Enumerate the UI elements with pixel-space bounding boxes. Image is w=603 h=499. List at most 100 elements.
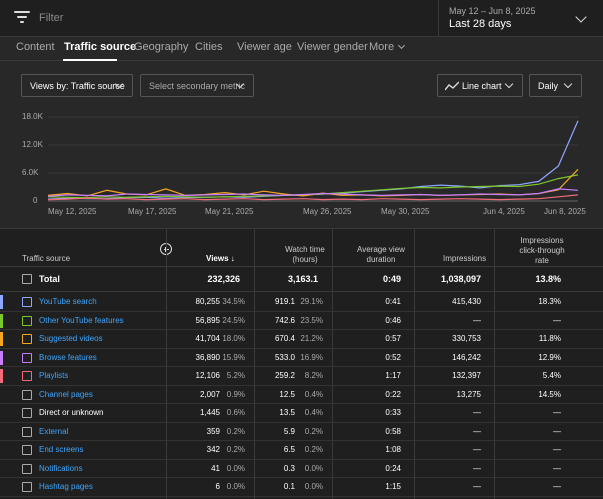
row-impressions: — <box>473 463 481 473</box>
row-source-name[interactable]: Other YouTube features <box>39 315 124 325</box>
col-header-watch-time[interactable]: Watch time (hours) <box>258 245 352 265</box>
table-row[interactable]: End screens 342 0.2% 6.5 0.2% 1:08 — — <box>0 441 603 460</box>
row-source-name[interactable]: YouTube search <box>39 297 97 306</box>
row-views-pct: 0.9% <box>226 389 245 399</box>
row-watch-time-pct: 0.2% <box>304 445 323 454</box>
sort-down-icon: ↓ <box>230 254 235 263</box>
row-views: 359 <box>206 426 220 436</box>
row-ctr: — <box>553 315 561 325</box>
col-header-views[interactable]: Views ↓ <box>206 254 235 264</box>
row-views-pct: 34.5% <box>222 297 245 306</box>
total-avd: 0:49 <box>382 274 401 284</box>
row-checkbox[interactable] <box>22 463 32 474</box>
row-avd: 1:17 <box>385 371 401 380</box>
row-checkbox[interactable] <box>22 334 32 344</box>
row-watch-time: 12.5 <box>279 389 295 399</box>
interval-label: Daily <box>538 81 559 91</box>
row-source-name: Direct or unknown <box>39 408 104 417</box>
row-checkbox[interactable] <box>22 408 32 418</box>
row-checkbox[interactable] <box>22 482 32 492</box>
col-header-views-label: Views <box>206 254 229 263</box>
table-row[interactable]: Other YouTube features 56,895 24.5% 742.6 23… <box>0 312 603 330</box>
col-header-watch-time-line1: Watch time <box>285 245 325 254</box>
table-row[interactable]: Playlists 12,106 5.2% 259.2 8.2% 1:17 132,397 5… <box>0 367 603 386</box>
row-source-name[interactable]: Suggested videos <box>39 334 103 343</box>
row-impressions: — <box>473 315 481 325</box>
row-source-name[interactable]: External <box>39 426 69 436</box>
row-source-name[interactable]: Channel pages <box>39 389 93 399</box>
row-avd: 0:22 <box>385 389 401 399</box>
col-header-ctr-line2: click-through <box>519 246 565 255</box>
x-tick-label: May 21, 2025 <box>205 207 254 216</box>
interval-dropdown[interactable]: Daily <box>529 74 582 97</box>
row-impressions: — <box>473 482 481 491</box>
row-watch-time: 259.2 <box>274 371 295 380</box>
col-header-impressions[interactable]: Impressions <box>443 254 487 263</box>
tab-traffic-source[interactable]: Traffic source <box>64 41 137 53</box>
traffic-source-table: Traffic source Views ↓ Watch time (hours)… <box>0 228 603 499</box>
row-watch-time: 670.4 <box>274 334 295 343</box>
row-source-name[interactable]: Browse features <box>39 352 97 362</box>
date-range-picker[interactable]: May 12 – Jun 8, 2025 Last 28 days <box>438 0 603 37</box>
row-impressions: — <box>473 408 481 417</box>
row-ctr: — <box>553 482 561 491</box>
row-watch-time-pct: 8.2% <box>304 371 323 380</box>
col-header-ctr-line1: Impressions <box>520 236 564 245</box>
filter-input[interactable]: Filter <box>39 12 64 24</box>
row-ctr: 14.5% <box>538 389 561 399</box>
tab-bar: Content Traffic source Geography Cities … <box>0 37 603 61</box>
row-source-name: Total <box>39 274 60 284</box>
row-source-name[interactable]: End screens <box>39 445 84 454</box>
filter-icon[interactable] <box>14 11 30 25</box>
table-row[interactable]: Hashtag pages 6 0.0% 0.1 0.0% 1:15 — — <box>0 478 603 497</box>
row-checkbox[interactable] <box>22 274 32 284</box>
table-row[interactable]: Channel pages 2,007 0.9% 12.5 0.4% 0:22 13,275… <box>0 386 603 404</box>
tab-viewer-age[interactable]: Viewer age <box>237 41 292 53</box>
total-views: 232,326 <box>207 274 240 284</box>
row-impressions: 330,753 <box>452 334 481 343</box>
row-avd: 1:08 <box>385 445 401 454</box>
row-ctr: — <box>553 445 561 454</box>
tab-more[interactable]: More <box>369 41 406 53</box>
row-source-name[interactable]: Notifications <box>39 463 83 473</box>
tab-content[interactable]: Content <box>16 41 55 53</box>
row-source-name[interactable]: Hashtag pages <box>39 482 93 491</box>
table-row[interactable]: External 359 0.2% 5.9 0.2% 0:58 — — <box>0 423 603 441</box>
row-checkbox[interactable] <box>22 389 32 400</box>
table-row[interactable]: Suggested videos 41,704 18.0% 670.4 21.2% 0:5… <box>0 330 603 349</box>
row-checkbox[interactable] <box>22 315 32 326</box>
row-views: 1,445 <box>199 408 220 417</box>
row-source-name[interactable]: Playlists <box>39 371 69 380</box>
col-header-ctr[interactable]: Impressions click-through rate <box>507 236 577 266</box>
tab-cities[interactable]: Cities <box>195 41 223 53</box>
row-avd: 1:15 <box>385 482 401 491</box>
tab-geography[interactable]: Geography <box>134 41 189 53</box>
row-watch-time: 5.9 <box>283 426 295 436</box>
tab-viewer-gender[interactable]: Viewer gender <box>297 41 368 53</box>
table-header: Traffic source Views ↓ Watch time (hours)… <box>0 229 603 267</box>
col-header-avd[interactable]: Average view duration <box>334 245 428 265</box>
row-avd: 0:33 <box>385 408 401 417</box>
chart-type-dropdown[interactable]: Line chart <box>437 74 523 97</box>
secondary-metric-dropdown[interactable]: Select secondary metric <box>140 74 254 97</box>
chevron-down-icon <box>398 41 406 50</box>
table-row[interactable]: Browse features 36,890 15.9% 533.0 16.9% 0:52… <box>0 349 603 367</box>
row-checkbox[interactable] <box>22 297 32 307</box>
views-by-dropdown[interactable]: Views by: Traffic source <box>21 74 133 97</box>
row-ctr: — <box>553 408 561 417</box>
row-checkbox[interactable] <box>22 352 32 363</box>
chevron-down-icon <box>504 79 514 89</box>
row-checkbox[interactable] <box>22 371 32 381</box>
row-views-pct: 24.5% <box>222 315 245 325</box>
row-watch-time: 533.0 <box>274 352 295 362</box>
total-impressions: 1,038,097 <box>440 274 481 284</box>
traffic-chart: 18.0K 12.0K 6.0K 0 May 12, 2025 May 17, … <box>0 105 603 225</box>
row-checkbox[interactable] <box>22 445 32 455</box>
table-row[interactable]: YouTube search 80,255 34.5% 919.1 29.1% 0:41 4… <box>0 293 603 312</box>
row-checkbox[interactable] <box>22 426 32 437</box>
date-range-text: May 12 – Jun 8, 2025 <box>449 6 536 16</box>
table-row[interactable]: Notifications 41 0.0% 0.3 0.0% 0:24 — — <box>0 460 603 478</box>
table-row-total: Total 232,326 3,163.1 0:49 1,038,097 13.8% <box>0 267 603 292</box>
table-row[interactable]: Direct or unknown 1,445 0.6% 13.5 0.4% 0:33 — — <box>0 404 603 423</box>
row-views: 342 <box>206 445 220 454</box>
